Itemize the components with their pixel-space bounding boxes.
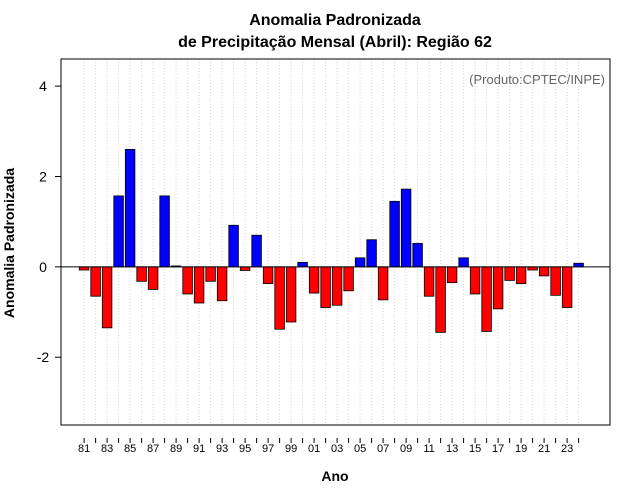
x-tick-label: 81: [78, 443, 90, 455]
bar-98: [274, 266, 285, 330]
bar-85: [124, 148, 136, 268]
chart-subtitle: de Precipitação Mensal (Abril): Região 6…: [178, 34, 492, 51]
bar-99: [285, 266, 297, 323]
x-tick-label: 83: [101, 443, 113, 455]
bar-97: [262, 266, 274, 284]
bar-88: [159, 195, 170, 268]
bar-09: [400, 188, 412, 268]
bar-07: [377, 266, 389, 301]
bar-10: [412, 242, 423, 268]
x-tick-label: 03: [331, 443, 343, 455]
x-tick-label: 05: [354, 443, 366, 455]
x-tick-label: 21: [538, 443, 550, 455]
x-tick-label: 01: [308, 443, 320, 455]
bar-01: [308, 266, 320, 294]
y-tick-label: 4: [39, 78, 47, 94]
bar-15: [469, 266, 481, 295]
y-axis-label: Anomalia Padronizada: [1, 168, 17, 318]
bars: [78, 148, 584, 333]
bar-94: [228, 224, 239, 268]
x-tick-label: 09: [400, 443, 412, 455]
bar-92: [205, 266, 216, 282]
plot-frame: [60, 58, 611, 426]
bar-16: [481, 266, 492, 332]
x-axis-label: Ano: [321, 468, 348, 484]
x-tick-label: 15: [469, 443, 481, 455]
bar-23: [561, 266, 573, 308]
bar-87: [147, 266, 159, 290]
grid-lines: [83, 59, 580, 425]
bar-84: [113, 195, 124, 268]
bar-93: [216, 266, 228, 302]
bar-90: [182, 266, 193, 295]
bar-00: [297, 261, 308, 268]
bar-95: [239, 266, 251, 271]
bar-86: [136, 266, 147, 282]
x-tick-label: 85: [124, 443, 136, 455]
x-tick-label: 87: [147, 443, 159, 455]
x-tick-label: 95: [239, 443, 251, 455]
x-tick-label: 99: [285, 443, 297, 455]
bar-14: [458, 257, 469, 268]
bar-11: [423, 266, 435, 297]
bar-04: [343, 266, 354, 292]
x-tick-label: 19: [515, 443, 527, 455]
bar-05: [354, 257, 366, 268]
bar-03: [331, 266, 343, 306]
x-tick-label: 97: [262, 443, 274, 455]
bar-82: [90, 266, 101, 297]
bar-17: [492, 266, 504, 310]
x-tick-label: 13: [446, 443, 458, 455]
chart-title: Anomalia Padronizada: [249, 12, 421, 29]
bar-22: [550, 266, 561, 296]
x-tick-label: 07: [377, 443, 389, 455]
bar-06: [366, 239, 377, 268]
bar-21: [538, 266, 550, 277]
y-tick-label: 2: [39, 168, 47, 184]
x-axis: 81 83 85 87 89 91 93 95 97 99 01 03 05 07 09 11 13 15 17 19…: [78, 438, 580, 455]
bar-83: [101, 266, 113, 329]
y-tick-label: 0: [39, 259, 47, 275]
bar-13: [446, 266, 458, 284]
y-axis: -2 0 2 4: [37, 78, 61, 365]
bar-91: [193, 266, 205, 304]
y-tick-label: -2: [37, 349, 50, 365]
bar-12: [435, 266, 446, 333]
bar-19: [515, 266, 527, 284]
x-tick-label: 23: [561, 443, 573, 455]
x-tick-label: 11: [423, 443, 434, 455]
bar-18: [504, 266, 515, 281]
x-tick-label: 17: [492, 443, 504, 455]
bar-08: [389, 200, 400, 268]
x-tick-label: 89: [170, 443, 182, 455]
bar-24: [573, 262, 584, 268]
x-tick-label: 93: [216, 443, 228, 455]
bar-96: [251, 234, 262, 268]
bar-02: [320, 266, 331, 308]
credit-text: (Produto:CPTEC/INPE): [469, 72, 605, 87]
x-tick-label: 91: [193, 443, 205, 455]
